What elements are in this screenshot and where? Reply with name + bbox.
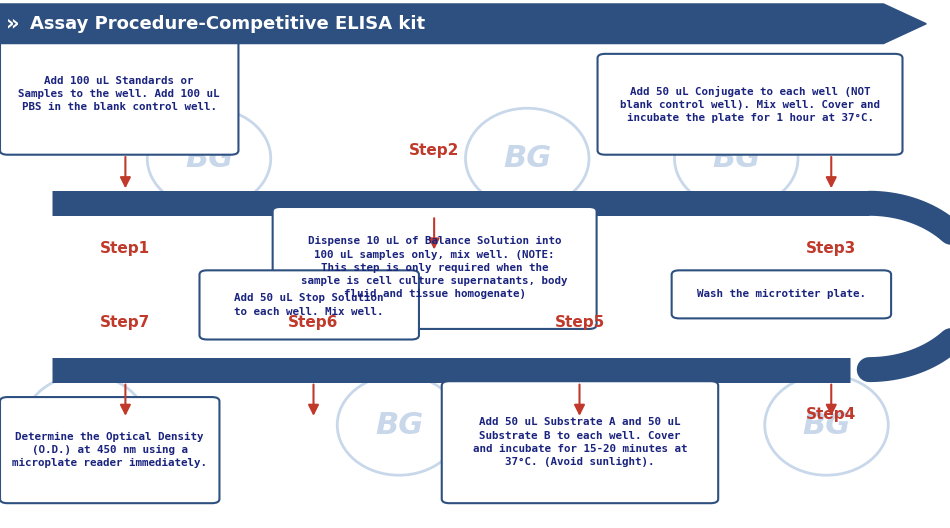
FancyBboxPatch shape	[273, 207, 597, 329]
FancyBboxPatch shape	[0, 33, 238, 155]
Text: BG: BG	[185, 144, 233, 173]
FancyBboxPatch shape	[598, 54, 902, 155]
Text: Step7: Step7	[101, 315, 150, 329]
Text: Add 50 uL Conjugate to each well (NOT
blank control well). Mix well. Cover and
i: Add 50 uL Conjugate to each well (NOT bl…	[620, 86, 880, 123]
FancyBboxPatch shape	[442, 381, 718, 503]
Text: Step3: Step3	[807, 241, 856, 256]
Text: Dispense 10 uL of Balance Solution into
100 uL samples only, mix well. (NOTE:
Th: Dispense 10 uL of Balance Solution into …	[301, 237, 568, 299]
Text: Determine the Optical Density
(O.D.) at 450 nm using a
microplate reader immedia: Determine the Optical Density (O.D.) at …	[12, 432, 207, 468]
Text: Add 50 uL Stop Solution
to each well. Mix well.: Add 50 uL Stop Solution to each well. Mi…	[235, 294, 384, 316]
Text: BG: BG	[556, 411, 603, 439]
Text: Assay Procedure-Competitive ELISA kit: Assay Procedure-Competitive ELISA kit	[30, 15, 426, 33]
Text: Step2: Step2	[408, 143, 460, 158]
Text: BG: BG	[712, 144, 760, 173]
FancyBboxPatch shape	[672, 270, 891, 318]
Text: Add 50 uL Substrate A and 50 uL
Substrate B to each well. Cover
and incubate for: Add 50 uL Substrate A and 50 uL Substrat…	[473, 417, 687, 467]
Text: Step1: Step1	[101, 241, 150, 256]
Text: BG: BG	[62, 411, 109, 439]
Text: Step5: Step5	[555, 315, 604, 329]
FancyBboxPatch shape	[200, 270, 419, 340]
Text: Add 100 uL Standards or
Samples to the well. Add 100 uL
PBS in the blank control: Add 100 uL Standards or Samples to the w…	[18, 76, 220, 112]
Text: Step4: Step4	[807, 407, 856, 422]
Text: »: »	[6, 14, 19, 34]
Text: Step6: Step6	[288, 315, 339, 329]
Text: BG: BG	[504, 144, 551, 173]
Text: BG: BG	[375, 411, 423, 439]
FancyBboxPatch shape	[0, 397, 219, 503]
FancyArrow shape	[0, 4, 926, 44]
Text: Wash the microtiter plate.: Wash the microtiter plate.	[697, 289, 865, 299]
Text: BG: BG	[803, 411, 850, 439]
